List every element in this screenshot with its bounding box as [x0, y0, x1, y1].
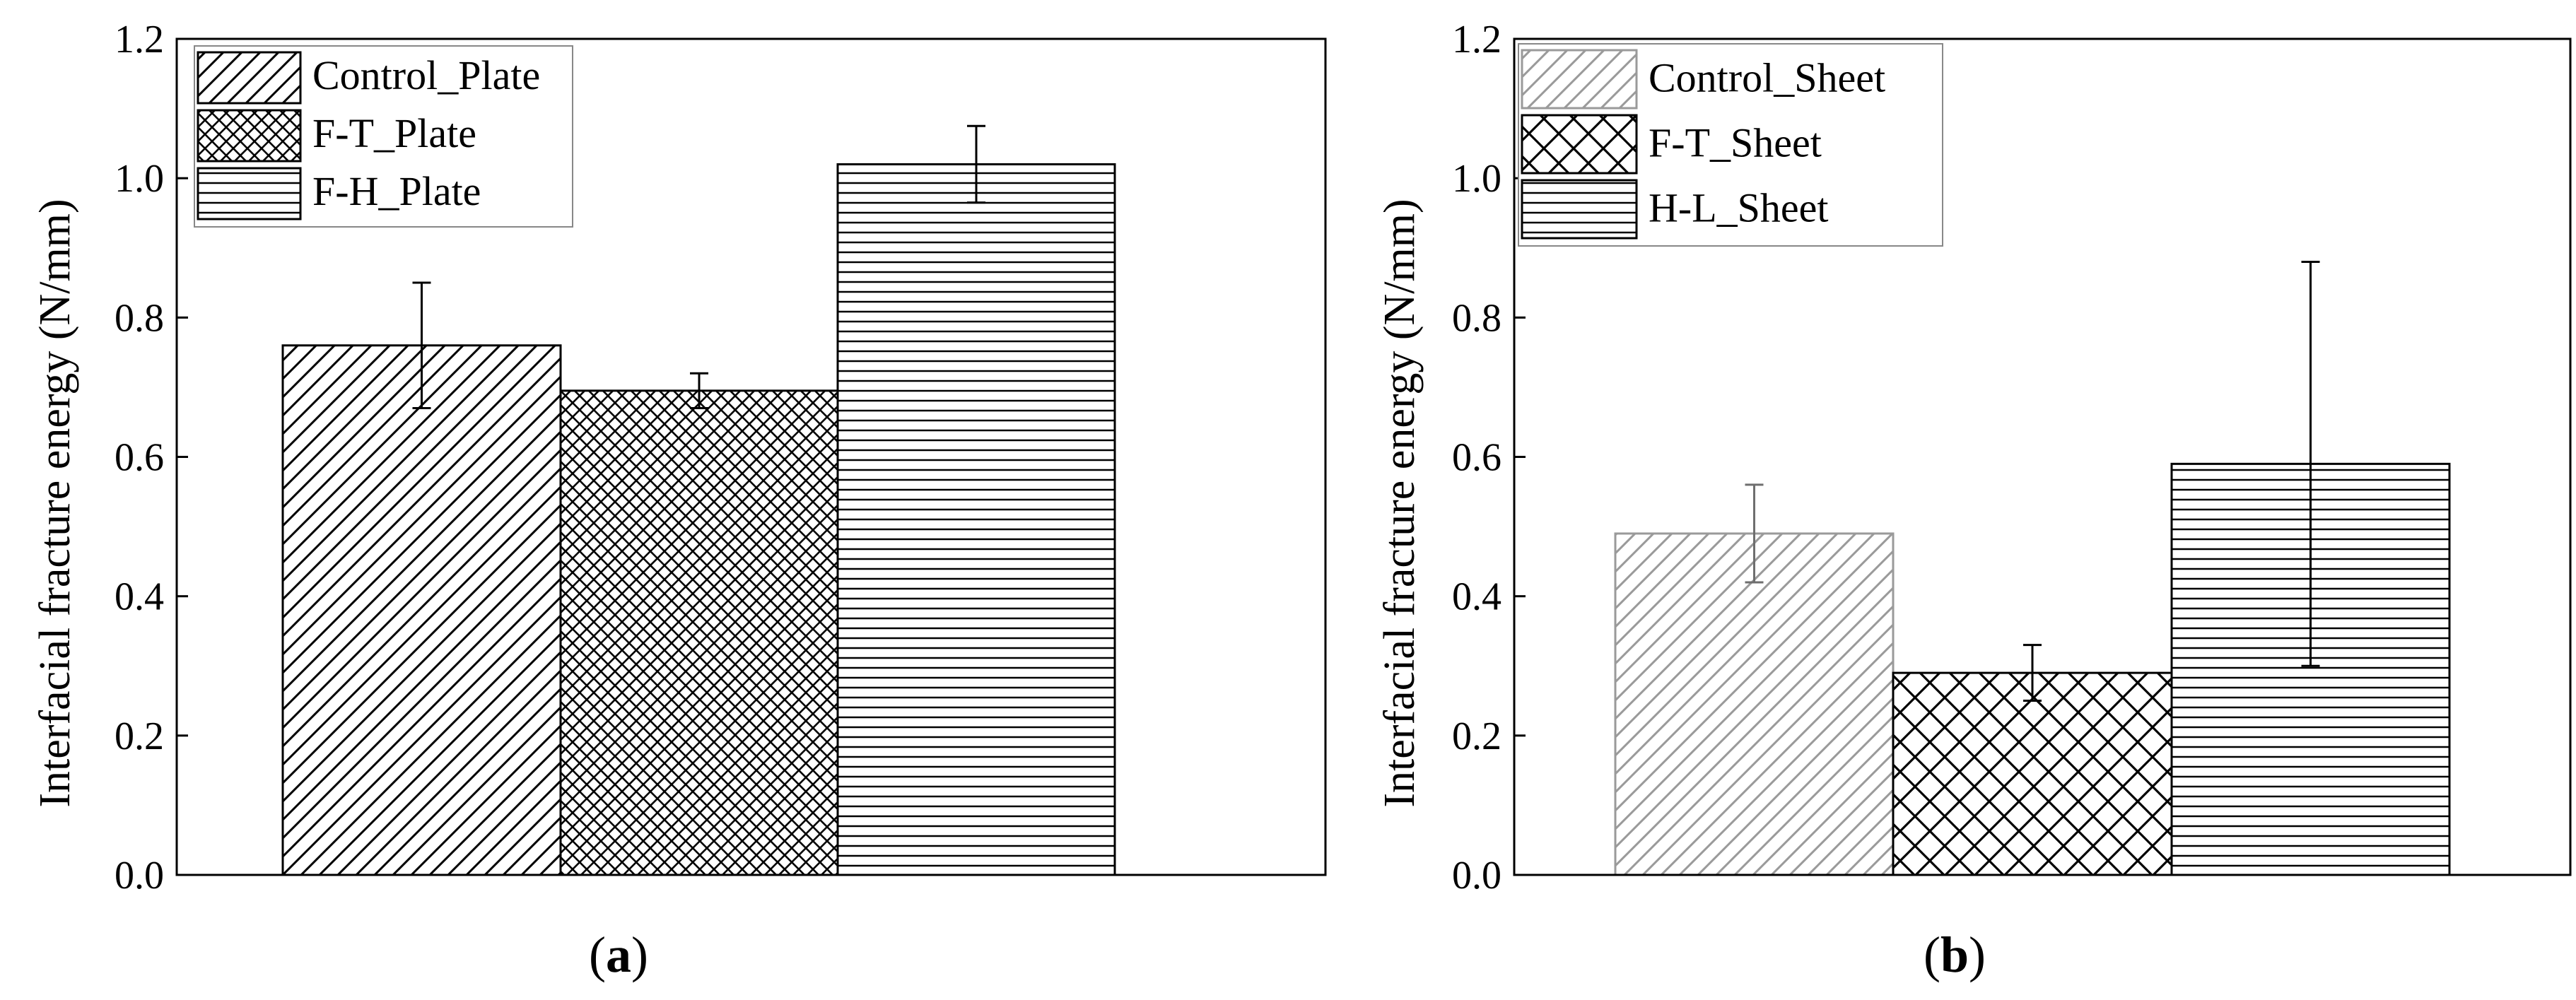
legend-item: H-L_Sheet — [1521, 179, 1829, 240]
bar — [559, 389, 839, 876]
legend-swatch — [1521, 179, 1638, 240]
legend-label: F-T_Plate — [312, 110, 476, 156]
panel-caption-a: (a) — [589, 927, 648, 983]
legend-item: Control_Sheet — [1521, 49, 1885, 110]
legend-swatch — [197, 51, 302, 105]
legend-item: F-H_Plate — [197, 167, 481, 220]
plot-frame — [1513, 37, 2572, 876]
legend-swatch — [197, 167, 302, 220]
plot-frame — [175, 37, 1327, 876]
y-tick-labels: 0.0 0.2 0.4 0.6 0.8 1.0 1.2 — [115, 18, 188, 898]
legend-label: Control_Sheet — [1649, 55, 1885, 101]
error-bar — [967, 124, 985, 204]
y-tick-label: 1.0 — [115, 157, 164, 201]
legend-label: Control_Plate — [312, 52, 540, 98]
legend-item: F-T_Plate — [197, 109, 476, 163]
y-tick-label: 0.6 — [115, 436, 164, 480]
y-tick-label: 0.6 — [1452, 436, 1501, 480]
y-tick-label: 1.0 — [1452, 157, 1501, 201]
chart-panel-a: Interfacial fracture energy (N/mm) 0.00.… — [31, 18, 1327, 983]
bar-group — [281, 163, 1116, 876]
y-tick-label: 1.2 — [1452, 18, 1501, 61]
legend: Control_Plate F-T_Plate F-H_Plate — [194, 45, 573, 228]
legend-swatch — [1521, 49, 1638, 110]
bar — [1892, 671, 2173, 876]
chart-panel-b: Interfacial fracture energy (N/mm) 0.00.… — [1376, 18, 2572, 983]
panel-caption-b: (b) — [1924, 927, 1986, 983]
legend-label: F-T_Sheet — [1649, 120, 1822, 166]
legend-swatch — [197, 109, 302, 163]
y-tick-label: 0.4 — [115, 575, 164, 619]
error-bar — [690, 372, 708, 409]
bar — [281, 344, 562, 876]
error-bar-group — [1745, 260, 2320, 702]
y-tick-label: 0.8 — [1452, 296, 1501, 340]
bar — [1614, 532, 1895, 876]
error-bar — [2301, 260, 2320, 667]
error-bar-group — [412, 124, 985, 409]
y-tick-label: 0.4 — [1452, 575, 1501, 619]
legend: Control_Sheet F-T_Sheet H-L_Sheet — [1518, 43, 1943, 247]
y-tick-label: 1.2 — [115, 18, 164, 61]
y-axis-title: Interfacial fracture energy (N/mm) — [1376, 199, 1424, 807]
y-tick-label: 0.0 — [1452, 854, 1501, 898]
legend-label: F-H_Plate — [312, 168, 481, 214]
legend-swatch — [1521, 114, 1638, 175]
legend-label: H-L_Sheet — [1649, 185, 1829, 231]
y-tick-label: 0.8 — [115, 296, 164, 340]
legend-item: F-T_Sheet — [1521, 114, 1822, 175]
error-bar — [2023, 644, 2042, 702]
legend-item: Control_Plate — [197, 51, 540, 105]
y-tick-label: 0.2 — [1452, 714, 1501, 758]
error-bar — [1745, 483, 1764, 584]
error-bar — [412, 281, 431, 409]
y-tick-label: 0.2 — [115, 714, 164, 758]
bar — [836, 163, 1116, 876]
y-tick-label: 0.0 — [115, 854, 164, 898]
y-tick-labels: 0.0 0.2 0.4 0.6 0.8 1.0 1.2 — [1452, 18, 1526, 898]
y-axis-title: Interfacial fracture energy (N/mm) — [31, 199, 79, 807]
